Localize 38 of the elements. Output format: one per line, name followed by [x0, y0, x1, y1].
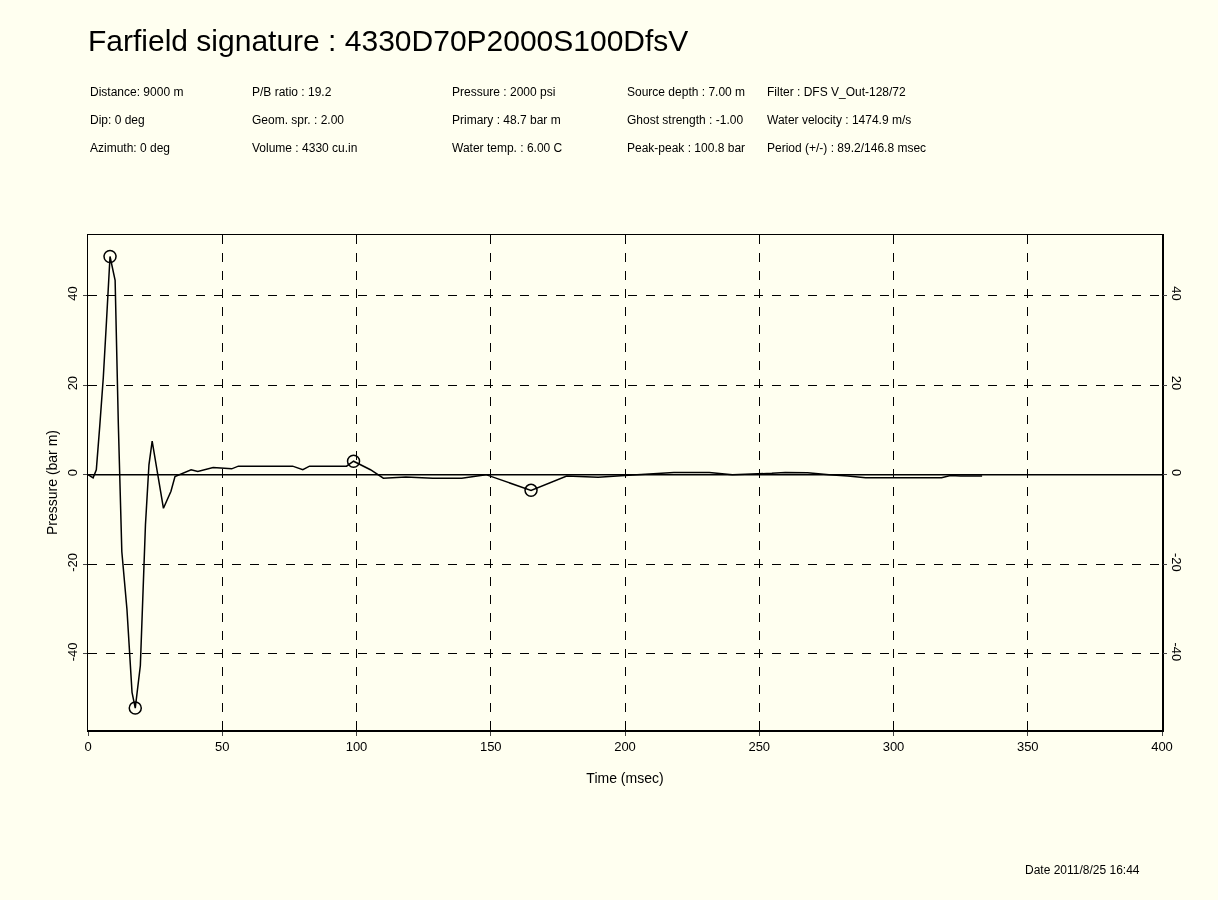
text: Volume : 4330 cu.in [252, 141, 358, 155]
x-axis-title: Time (msec) [586, 769, 664, 786]
x-tick-label: 50 [215, 739, 230, 755]
text: Azimuth: 0 deg [90, 141, 171, 155]
x-tick-label: 400 [1151, 739, 1173, 755]
x-tick-label: 100 [345, 739, 368, 755]
x-tick-label: 250 [748, 739, 771, 755]
x-tick-label: 350 [1016, 739, 1039, 755]
text: Water velocity : 1474.9 m/s [767, 113, 912, 127]
y-tick-label: 20 [65, 375, 81, 391]
text: Distance: 9000 m [90, 85, 184, 99]
x-tick-label: 150 [479, 739, 502, 755]
text: Period (+/-) : 89.2/146.8 msec [767, 141, 927, 155]
text: Ghost strength : -1.00 [627, 113, 744, 127]
text: Peak-peak : 100.8 bar [627, 141, 746, 155]
text: Dip: 0 deg [90, 113, 145, 127]
y2-tick-label: 0 [1169, 469, 1185, 477]
text: Geom. spr. : 2.00 [252, 113, 345, 127]
y2-tick-label: 40 [1169, 286, 1185, 301]
x-tick-label: 200 [614, 739, 636, 755]
text: Primary : 48.7 bar m [452, 113, 561, 127]
y2-tick-label: 20 [1169, 375, 1185, 391]
x-tick-label: 300 [882, 739, 905, 755]
text: Water temp. : 6.00 C [452, 141, 563, 155]
text: Date 2011/8/25 16:44 [1025, 863, 1140, 877]
y2-tick-label: -40 [1169, 642, 1185, 662]
y2-tick-label: -20 [1169, 552, 1185, 572]
text: Pressure : 2000 psi [452, 85, 556, 99]
y-tick-label: 0 [65, 469, 81, 477]
y-axis-title: Pressure (bar m) [44, 429, 61, 536]
text: Filter : DFS V_Out-128/72 [767, 85, 907, 99]
y-tick-label: 40 [65, 286, 81, 301]
chart-title: Farfield signature : 4330D70P2000S100DfsV [88, 23, 689, 57]
text: P/B ratio : 19.2 [252, 85, 332, 99]
y-tick-label: -40 [65, 642, 81, 662]
y-tick-label: -20 [65, 552, 81, 572]
source-note: Source depth : 7.00 m [627, 85, 746, 99]
x-tick-label: 0 [84, 739, 92, 755]
